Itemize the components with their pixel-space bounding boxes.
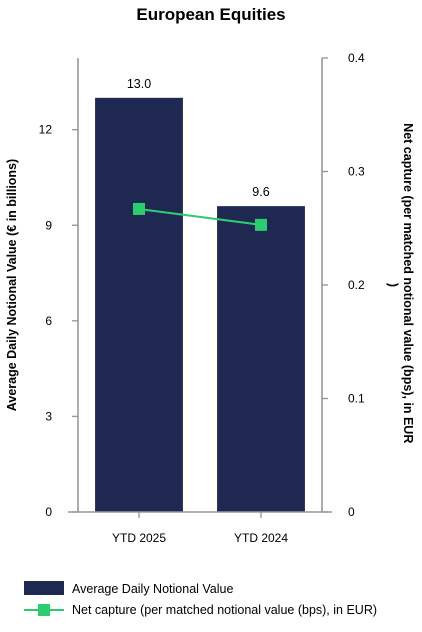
left-tick-label-4: 12 bbox=[39, 123, 53, 137]
left-tick-label-0: 0 bbox=[45, 505, 52, 519]
y-axis-label-right-line-1: Net capture (per matched notional value … bbox=[401, 123, 415, 443]
line-point-1 bbox=[133, 202, 145, 215]
left-tick-label-3: 9 bbox=[45, 218, 52, 232]
right-tick-label-4: 0.4 bbox=[348, 51, 365, 65]
left-tick-label-1: 3 bbox=[45, 409, 52, 423]
y-axis-label: Average Daily Notional Value (€ in billi… bbox=[5, 159, 19, 411]
x-tick-label-2: YTD 2024 bbox=[234, 531, 288, 545]
legend: Average Daily Notional Value Net capture… bbox=[24, 581, 377, 617]
y-axis-label-right: Net capture (per matched notional value … bbox=[386, 123, 415, 447]
bar-2 bbox=[217, 206, 305, 512]
bar-1 bbox=[95, 97, 183, 513]
right-tick-label-1: 0.1 bbox=[348, 392, 365, 406]
legend-swatch-bar bbox=[24, 581, 64, 595]
x-axis-ticks: YTD 2025 YTD 2024 bbox=[112, 512, 288, 545]
right-tick-label-3: 0.3 bbox=[348, 165, 365, 179]
legend-label-bar: Average Daily Notional Value bbox=[72, 582, 233, 596]
net-capture-line bbox=[138, 207, 262, 226]
bar-value-label-2: 9.6 bbox=[252, 185, 269, 199]
legend-label-line: Net capture (per matched notional value … bbox=[72, 603, 377, 617]
line-point-2 bbox=[255, 218, 267, 231]
right-axis-ticks: 0 0.1 0.2 0.3 0.4 bbox=[322, 51, 365, 519]
left-axis-ticks: 0 3 6 9 12 bbox=[39, 123, 78, 519]
left-tick-label-2: 6 bbox=[45, 314, 52, 328]
bars-layer: 13.0 9.6 bbox=[95, 77, 305, 513]
y-axis-label-right-line-2: ) bbox=[386, 283, 400, 287]
right-tick-label-0: 0 bbox=[348, 505, 355, 519]
bar-value-label-1: 13.0 bbox=[127, 77, 151, 91]
legend-swatch-marker bbox=[38, 604, 50, 616]
right-tick-label-2: 0.2 bbox=[348, 278, 365, 292]
x-tick-label-1: YTD 2025 bbox=[112, 531, 166, 545]
chart-title: European Equities bbox=[136, 5, 285, 24]
line-layer bbox=[133, 202, 267, 231]
